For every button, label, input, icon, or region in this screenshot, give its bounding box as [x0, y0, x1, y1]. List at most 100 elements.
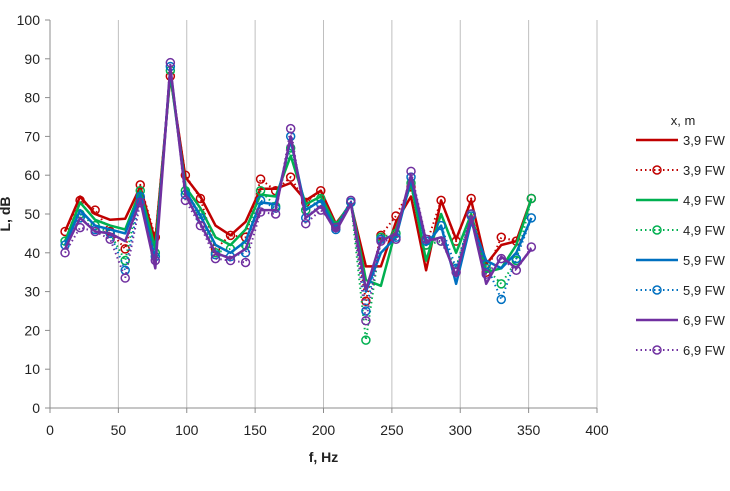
data-point: [165, 57, 176, 68]
y-tick-label: 40: [24, 245, 40, 261]
x-tick-label: 200: [312, 422, 336, 438]
data-point: [225, 230, 236, 241]
data-point: [481, 269, 491, 279]
y-tick-label: 80: [24, 90, 40, 106]
data-point: [436, 220, 446, 231]
legend-item: 4,9 FW: [636, 193, 726, 208]
data-point: [225, 255, 236, 266]
data-point: [75, 213, 85, 223]
x-tick-label: 350: [517, 422, 541, 438]
data-point: [346, 195, 356, 206]
y-axis-title: L, dB: [0, 197, 13, 232]
data-point: [120, 273, 130, 283]
x-axis-title: f, Hz: [309, 449, 339, 465]
data-point: [391, 234, 401, 244]
data-point: [255, 185, 266, 196]
data-point: [451, 267, 461, 277]
data-point: [421, 234, 431, 244]
data-point: [195, 193, 206, 204]
legend-marker: [652, 345, 662, 355]
data-point: [255, 207, 266, 217]
y-tick-label: 50: [24, 206, 40, 222]
legend-item: 6,9 FW: [636, 343, 726, 358]
data-point: [496, 253, 507, 264]
data-point: [496, 232, 507, 243]
legend-label: 6,9 FW: [683, 313, 726, 328]
data-point: [150, 255, 161, 266]
legend-item: 3,9 FW: [636, 163, 726, 178]
data-point: [331, 222, 341, 233]
axes: [45, 19, 598, 413]
data-point: [511, 265, 522, 276]
data-point: [376, 236, 386, 246]
data-point: [195, 220, 206, 231]
y-tick-label: 60: [24, 167, 40, 183]
data-point: [90, 205, 100, 215]
legend-item: 5,9 FW: [636, 283, 726, 298]
data-point: [526, 193, 537, 204]
data-point: [406, 166, 416, 177]
x-tick-label: 250: [380, 422, 404, 438]
tick-labels: 0 10 20 30 40 50 60 70 80 90 100 0 50 100 150 200 250 300…: [17, 12, 609, 438]
data-point: [180, 195, 191, 206]
data-point: [135, 180, 146, 190]
data-point: [496, 294, 507, 305]
y-tick-label: 20: [24, 322, 40, 338]
data-point: [270, 209, 281, 219]
legend-item: 3,9 FW: [636, 133, 726, 148]
data-point: [526, 242, 537, 252]
data-point: [361, 315, 371, 326]
data-point: [496, 279, 507, 289]
data-point: [135, 197, 146, 208]
data-point: [90, 226, 100, 237]
y-tick-label: 10: [24, 361, 40, 377]
legend-label: 3,9 FW: [683, 163, 726, 178]
data-point: [255, 174, 266, 184]
legend-marker: [652, 285, 662, 295]
legend-label: 6,9 FW: [683, 343, 726, 358]
data-point: [285, 123, 296, 134]
series-group: [60, 57, 537, 326]
legend-label: 4,9 FW: [683, 223, 726, 238]
data-point: [240, 257, 251, 268]
x-tick-label: 0: [46, 422, 54, 438]
data-point: [466, 209, 476, 219]
data-point: [526, 213, 537, 223]
x-tick-label: 400: [585, 422, 609, 438]
data-point: [60, 248, 70, 258]
data-point: [210, 253, 221, 264]
data-point: [316, 205, 326, 215]
data-point: [361, 335, 371, 345]
y-tick-label: 70: [24, 128, 40, 144]
x-tick-label: 150: [243, 422, 267, 438]
y-tick-label: 30: [24, 284, 40, 300]
y-tick-label: 90: [24, 51, 40, 67]
legend-item: 6,9 FW: [636, 313, 726, 328]
plot-area: [60, 57, 537, 345]
data-point: [255, 195, 266, 206]
x-tick-label: 50: [111, 422, 127, 438]
data-point: [105, 234, 115, 244]
legend-label: 3,9 FW: [683, 133, 726, 148]
legend-item: 5,9 FW: [636, 253, 726, 268]
y-tick-label: 100: [17, 12, 41, 28]
data-point: [285, 172, 296, 182]
legend: x, m 3,9 FW 3,9 FW 4,9 FW 4,9 FW 5,9 FW 5,9 F…: [636, 113, 726, 358]
x-tick-label: 100: [175, 422, 199, 438]
legend-title: x, m: [671, 113, 696, 128]
legend-item: 4,9 FW: [636, 223, 726, 238]
x-tick-label: 300: [449, 422, 473, 438]
y-tick-label: 0: [32, 400, 40, 416]
data-point: [436, 195, 446, 206]
data-point: [361, 306, 371, 316]
legend-marker: [652, 165, 662, 175]
data-point: [75, 222, 85, 233]
data-point: [511, 253, 522, 264]
legend-label: 5,9 FW: [683, 283, 726, 298]
data-point: [466, 193, 476, 204]
legend-label: 4,9 FW: [683, 193, 726, 208]
legend-marker: [652, 225, 662, 235]
